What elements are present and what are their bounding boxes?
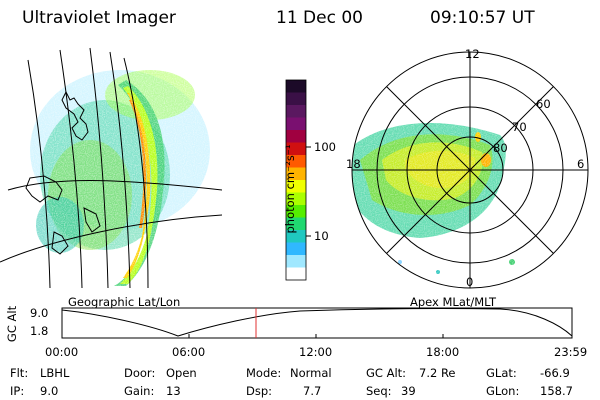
status-ip-value: 9.0: [40, 384, 59, 398]
colorbar-tick-10: 10: [314, 229, 329, 243]
status-glon-label: GLon:: [486, 384, 520, 398]
coastlines: [25, 90, 101, 255]
colorbar-segment: [286, 167, 306, 181]
colorbar-segment: [286, 180, 306, 193]
date-label: 11 Dec 00: [276, 8, 363, 28]
orbit-xtick-1: 06:00: [172, 345, 206, 359]
geographic-caption: Geographic Lat/Lon: [68, 295, 181, 309]
mlat-label-80: 80: [493, 141, 508, 155]
colorbar-segment: [286, 242, 306, 256]
status-gcalt-label: GC Alt:: [366, 366, 407, 380]
orbit-xtick-0: 00:00: [45, 345, 79, 359]
instrument-title: Ultraviolet Imager: [22, 8, 176, 28]
status-mode-value: Normal: [290, 366, 332, 380]
mlt-label-18: 18: [346, 157, 361, 171]
status-glon-value: 158.7: [540, 384, 573, 398]
colorbar-segment: [286, 230, 306, 243]
colorbar-segments: [286, 80, 306, 281]
status-gain-value: 13: [166, 384, 181, 398]
orbit-xtick-4: 23:59: [554, 345, 588, 359]
orbit-altitude-curve: [61, 308, 573, 337]
mlt-label-0: 0: [466, 275, 474, 289]
colorbar-segment: [286, 105, 306, 118]
orbit-plot: [61, 307, 573, 339]
colorbar-segment: [286, 80, 306, 93]
mlt-label-6: 6: [577, 157, 585, 171]
status-dsp-value: 7.7: [303, 384, 322, 398]
orbit-xtick-2: 12:00: [299, 345, 333, 359]
colorbar-segment: [286, 130, 306, 143]
status-gain-label: Gain:: [124, 384, 155, 398]
colorbar-segment: [286, 217, 306, 231]
colorbar-segment: [286, 192, 306, 206]
status-dsp-label: Dsp:: [246, 384, 273, 398]
colorbar-segment: [286, 205, 306, 218]
orbit-ylabel: GC Alt: [5, 305, 20, 343]
mlat-label-70: 70: [512, 120, 527, 134]
status-seq-label: Seq:: [366, 384, 392, 398]
colorbar: [285, 79, 311, 281]
status-glat-value: -66.9: [540, 366, 570, 380]
noise-overlay: [0, 40, 222, 288]
orbit-x-ticks: [61, 334, 573, 338]
mlat-label-60: 60: [536, 97, 551, 111]
colorbar-segment: [286, 117, 306, 131]
colorbar-segment: [286, 155, 306, 168]
colorbar-segment: [286, 92, 306, 106]
status-door-value: Open: [166, 366, 197, 380]
geographic-image: [0, 40, 222, 288]
colorbar-segment: [286, 142, 306, 156]
status-filter-label: Flt:: [10, 366, 29, 380]
status-seq-value: 39: [401, 384, 416, 398]
graticule: [0, 47, 222, 288]
polar-image: [352, 60, 588, 288]
status-filter-value: LBHL: [40, 366, 70, 380]
colorbar-segment: [286, 267, 306, 281]
polar-grid: [351, 51, 589, 289]
orbit-xtick-3: 18:00: [426, 345, 460, 359]
colorbar-tick-100: 100: [314, 140, 336, 154]
time-label: 09:10:57 UT: [430, 8, 535, 28]
polar-plot: [351, 51, 589, 289]
status-ip-label: IP:: [10, 384, 25, 398]
status-mode-label: Mode:: [246, 366, 282, 380]
colorbar-segment: [286, 255, 306, 268]
orbit-ytick-1-8: 1.8: [30, 324, 49, 338]
colorbar-unit-label: photon cm⁻²s⁻¹: [283, 144, 297, 234]
status-gcalt-value: 7.2 Re: [419, 366, 456, 380]
orbit-ytick-9: 9.0: [30, 306, 49, 320]
status-glat-label: GLat:: [486, 366, 517, 380]
status-door-label: Door:: [124, 366, 156, 380]
mlt-label-12: 12: [465, 47, 480, 61]
polar-caption: Apex MLat/MLT: [410, 295, 497, 309]
